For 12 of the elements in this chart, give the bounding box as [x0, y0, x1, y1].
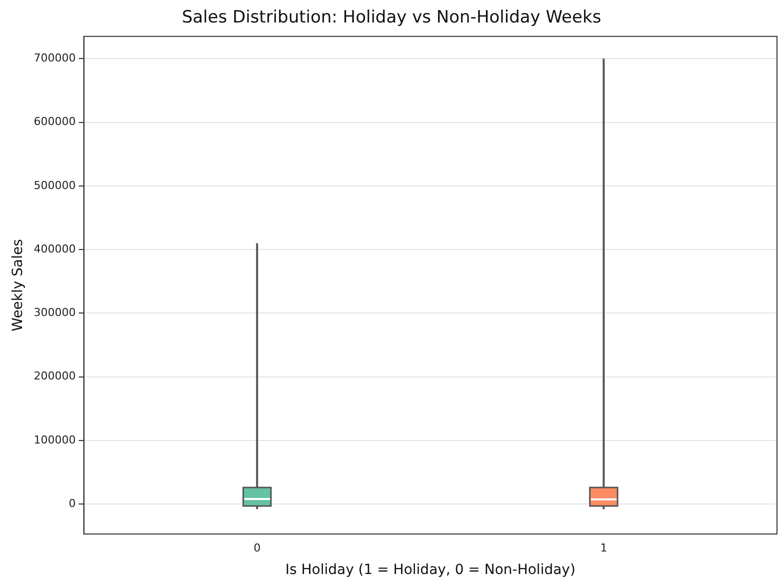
- y-axis-title: Weekly Sales: [10, 239, 26, 332]
- y-tick-label: 300000: [34, 306, 76, 320]
- x-tick-label: 1: [600, 541, 608, 554]
- y-tick-label: 100000: [34, 433, 76, 446]
- y-tick-label: 200000: [34, 370, 76, 383]
- y-tick-label: 500000: [34, 178, 76, 192]
- chart-title: Sales Distribution: Holiday vs Non-Holiday Weeks: [182, 8, 602, 28]
- y-tick-label: 600000: [34, 115, 76, 128]
- y-tick-label: 400000: [34, 242, 76, 256]
- x-axis-title: Is Holiday (1 = Holiday, 0 = Non-Holiday): [285, 562, 576, 578]
- y-tick-label: 700000: [34, 52, 76, 65]
- y-tick-label: 0: [68, 496, 76, 510]
